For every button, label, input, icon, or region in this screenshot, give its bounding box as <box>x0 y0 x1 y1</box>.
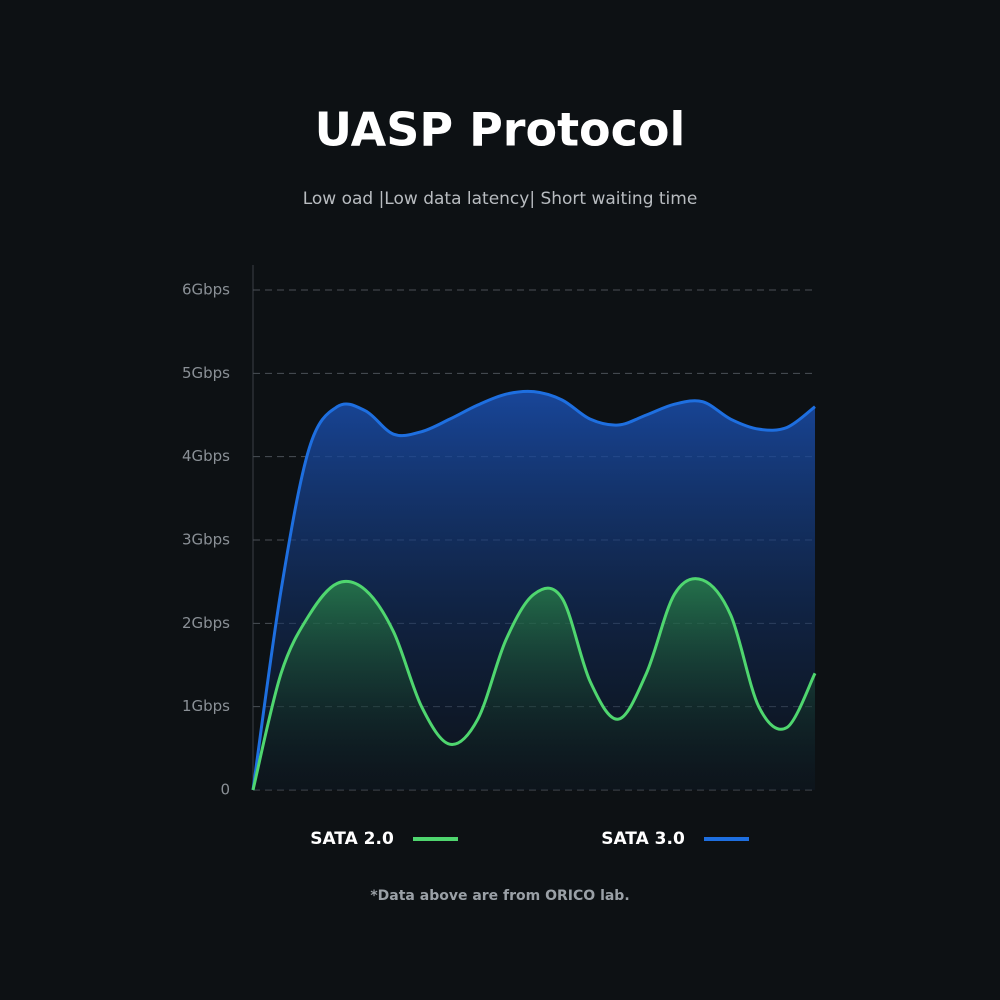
y-tick-label: 3Gbps <box>182 531 230 549</box>
y-tick-label: 6Gbps <box>182 281 230 299</box>
y-tick-label: 0 <box>220 781 230 799</box>
y-tick-label: 2Gbps <box>182 614 230 632</box>
y-tick-label: 4Gbps <box>182 447 230 465</box>
series-line <box>251 577 817 791</box>
y-tick-label: 5Gbps <box>182 364 230 382</box>
y-tick-label: 1Gbps <box>182 697 230 715</box>
legend-label: SATA 3.0 <box>601 829 685 849</box>
legend-label: SATA 2.0 <box>310 829 394 849</box>
area-fill <box>253 578 815 790</box>
chart-title: UASP Protocol <box>315 103 686 157</box>
footnote: *Data above are from ORICO lab. <box>370 888 629 904</box>
chart-subtitle: Low oad |Low data latency| Short waiting… <box>303 189 698 209</box>
series-line <box>251 389 816 791</box>
